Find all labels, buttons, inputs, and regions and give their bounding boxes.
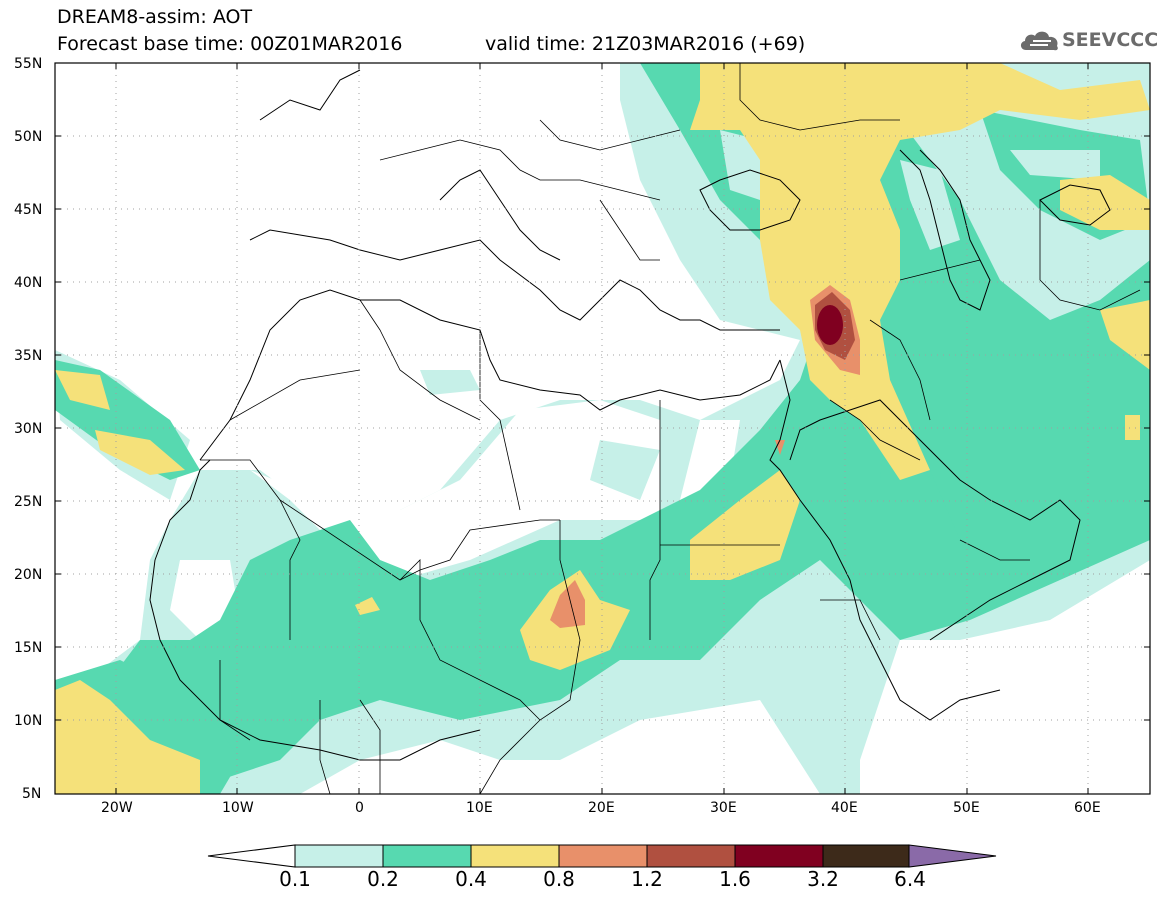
colorbar-label: 1.2 [631, 867, 663, 891]
colorbar-swatch-0.2 [382, 844, 472, 868]
cloud-icon [1020, 31, 1058, 51]
seevccc-logo: SEEVCCC [1018, 26, 1158, 56]
lat-label: 30N [14, 421, 43, 437]
lat-label: 5N [22, 786, 42, 802]
map-title: DREAM8-assim: AOT [57, 6, 253, 28]
lat-lon-grid [55, 63, 1150, 794]
colorbar [207, 844, 997, 868]
lon-label: 10W [222, 800, 254, 816]
colorbar-swatch-0.1 [294, 844, 384, 868]
aot-field [55, 63, 1150, 794]
aot-level-1.6 [817, 305, 843, 345]
valid-time: valid time: 21Z03MAR2016 (+69) [485, 33, 806, 55]
colorbar-swatch-1.6 [734, 844, 824, 868]
lon-label: 30E [710, 800, 737, 816]
lat-label: 40N [14, 275, 43, 291]
forecast-base-time: Forecast base time: 00Z01MAR2016 [57, 33, 403, 55]
lon-label: 0 [355, 800, 364, 816]
colorbar-label: 6.4 [894, 867, 926, 891]
colorbar-label: 0.8 [543, 867, 575, 891]
colorbar-label: 1.6 [719, 867, 751, 891]
colorbar-swatch-1.2 [646, 844, 736, 868]
colorbar-over-arrow [908, 844, 997, 868]
lon-label: 50E [953, 800, 980, 816]
lat-label: 25N [14, 494, 43, 510]
colorbar-label: 0.1 [279, 867, 311, 891]
coastlines [149, 69, 1111, 761]
lat-label: 35N [14, 348, 43, 364]
lat-label: 55N [14, 56, 43, 72]
lat-label: 15N [14, 640, 43, 656]
colorbar-swatch-0.4 [470, 844, 560, 868]
axis-ticks [55, 62, 1150, 794]
lon-label: 20E [588, 800, 615, 816]
lon-label: 20W [101, 800, 133, 816]
colorbar-label: 3.2 [807, 867, 839, 891]
lat-label: 20N [14, 567, 43, 583]
lon-label: 60E [1074, 800, 1101, 816]
lat-label: 45N [14, 202, 43, 218]
country-borders [200, 63, 1141, 794]
lon-label: 10E [466, 800, 493, 816]
colorbar-swatch-3.2 [822, 844, 910, 868]
colorbar-label: 0.4 [455, 867, 487, 891]
lat-label: 10N [14, 713, 43, 729]
lon-label: 40E [831, 800, 858, 816]
lat-label: 50N [14, 129, 43, 145]
colorbar-swatch-0.8 [558, 844, 648, 868]
colorbar-label: 0.2 [367, 867, 399, 891]
logo-text: SEEVCCC [1062, 29, 1159, 51]
colorbar-under-arrow [207, 844, 296, 868]
